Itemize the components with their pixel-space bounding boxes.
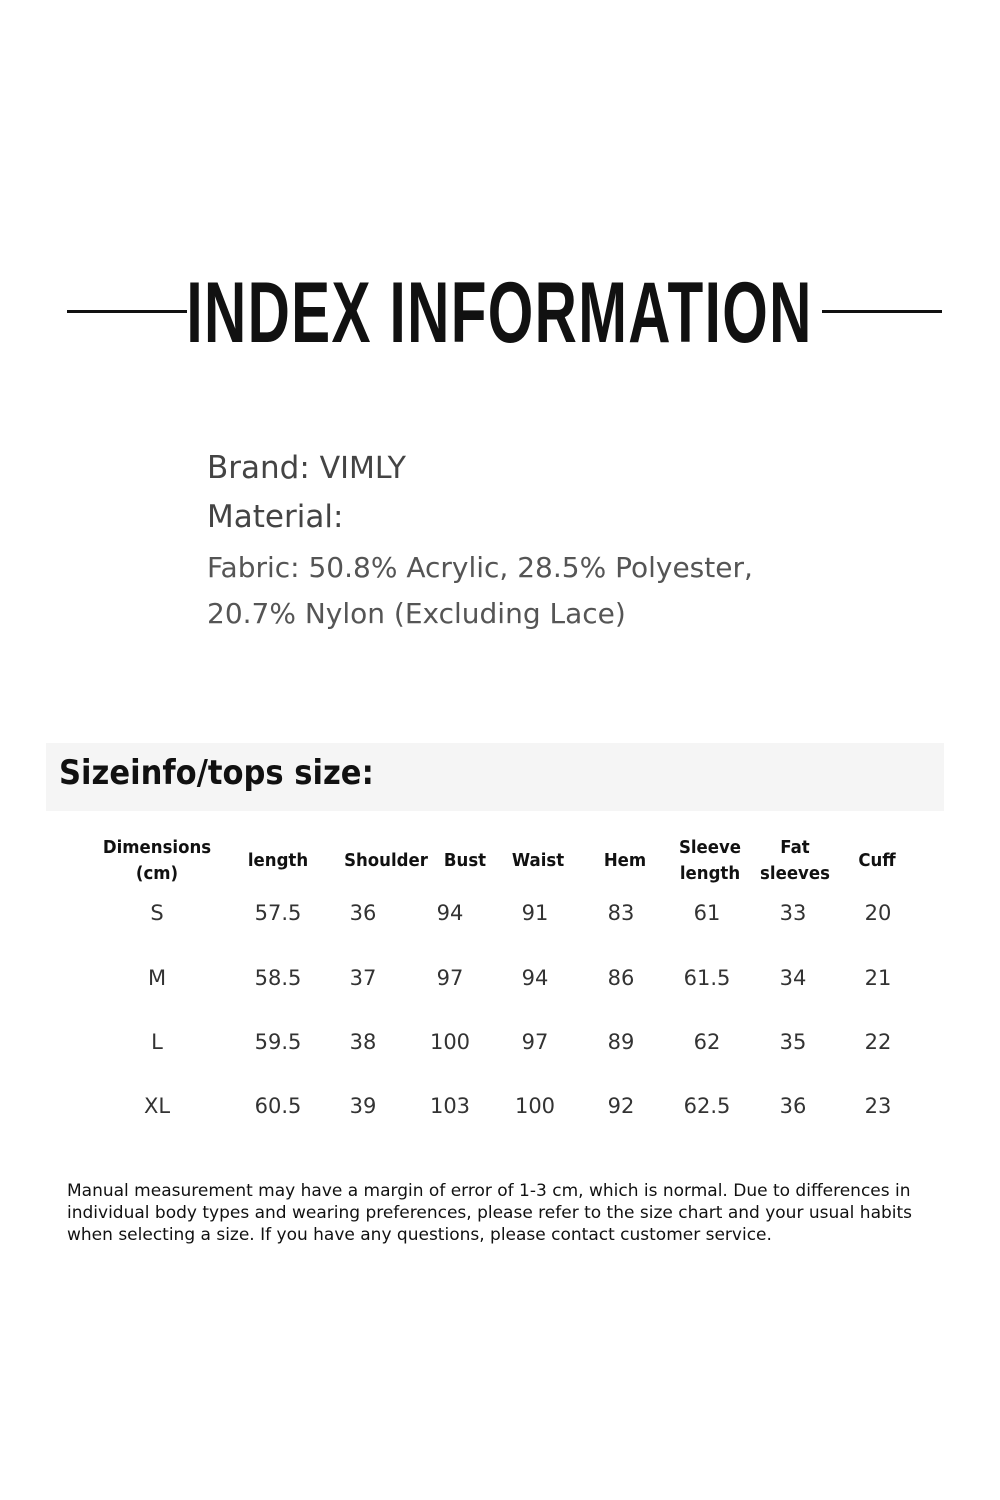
table-cell: 94 (436, 901, 464, 925)
column-header: Waist (511, 850, 565, 871)
table-cell: 58.5 (254, 966, 302, 990)
table-cell: 86 (607, 966, 635, 990)
table-cell: 83 (607, 901, 635, 925)
table-cell: 92 (607, 1094, 635, 1118)
size-label: XL (143, 1094, 171, 1118)
brand-value: VIMLY (319, 451, 406, 486)
table-cell: 97 (521, 1030, 549, 1054)
fabric-line-2: 20.7% Nylon (Excluding Lace) (207, 597, 626, 630)
table-cell: 59.5 (254, 1030, 302, 1054)
table-cell: 21 (864, 966, 892, 990)
page-title-text: INDEX INFORMATION (186, 265, 814, 361)
table-cell: 22 (864, 1030, 892, 1054)
column-header: Hem (603, 850, 647, 871)
size-label: S (150, 901, 164, 925)
table-cell: 36 (349, 901, 377, 925)
column-header: length (247, 850, 309, 871)
table-cell: 61.5 (683, 966, 731, 990)
page-title: INDEX INFORMATION (0, 268, 1000, 358)
size-label: M (147, 966, 167, 990)
table-cell: 38 (349, 1030, 377, 1054)
table-cell: 57.5 (254, 901, 302, 925)
size-label: L (151, 1030, 163, 1054)
table-cell: 94 (521, 966, 549, 990)
material-label: Material: (207, 499, 344, 535)
column-header: Cuff (858, 850, 896, 871)
table-cell: 103 (429, 1094, 471, 1118)
table-cell: 23 (864, 1094, 892, 1118)
table-cell: 61 (693, 901, 721, 925)
measurement-note: Manual measurement may have a margin of … (67, 1181, 913, 1245)
brand-line: Brand: VIMLY (207, 450, 406, 486)
table-cell: 60.5 (254, 1094, 302, 1118)
table-cell: 35 (779, 1030, 807, 1054)
table-cell: 37 (349, 966, 377, 990)
table-cell: 100 (514, 1094, 556, 1118)
table-cell: 100 (429, 1030, 471, 1054)
table-cell: 62 (693, 1030, 721, 1054)
table-cell: 36 (779, 1094, 807, 1118)
table-cell: 33 (779, 901, 807, 925)
title-left-rule (67, 310, 187, 313)
fabric-line-1: Fabric: 50.8% Acrylic, 28.5% Polyester, (207, 551, 753, 584)
brand-label: Brand: (207, 450, 310, 486)
table-cell: 39 (349, 1094, 377, 1118)
table-cell: 20 (864, 901, 892, 925)
column-header: Bust (443, 850, 487, 871)
table-cell: 91 (521, 901, 549, 925)
size-table-heading-bar: Sizeinfo/tops size: (46, 743, 944, 811)
column-header: Dimensions (cm) (102, 837, 212, 884)
title-right-rule (822, 310, 942, 313)
table-cell: 89 (607, 1030, 635, 1054)
column-header: Sleeve length (678, 837, 742, 884)
table-cell: 34 (779, 966, 807, 990)
size-table-heading: Sizeinfo/tops size: (59, 753, 374, 793)
table-cell: 97 (436, 966, 464, 990)
column-header: Shoulder (344, 850, 428, 871)
column-header: Fat sleeves (760, 837, 830, 884)
table-cell: 62.5 (683, 1094, 731, 1118)
